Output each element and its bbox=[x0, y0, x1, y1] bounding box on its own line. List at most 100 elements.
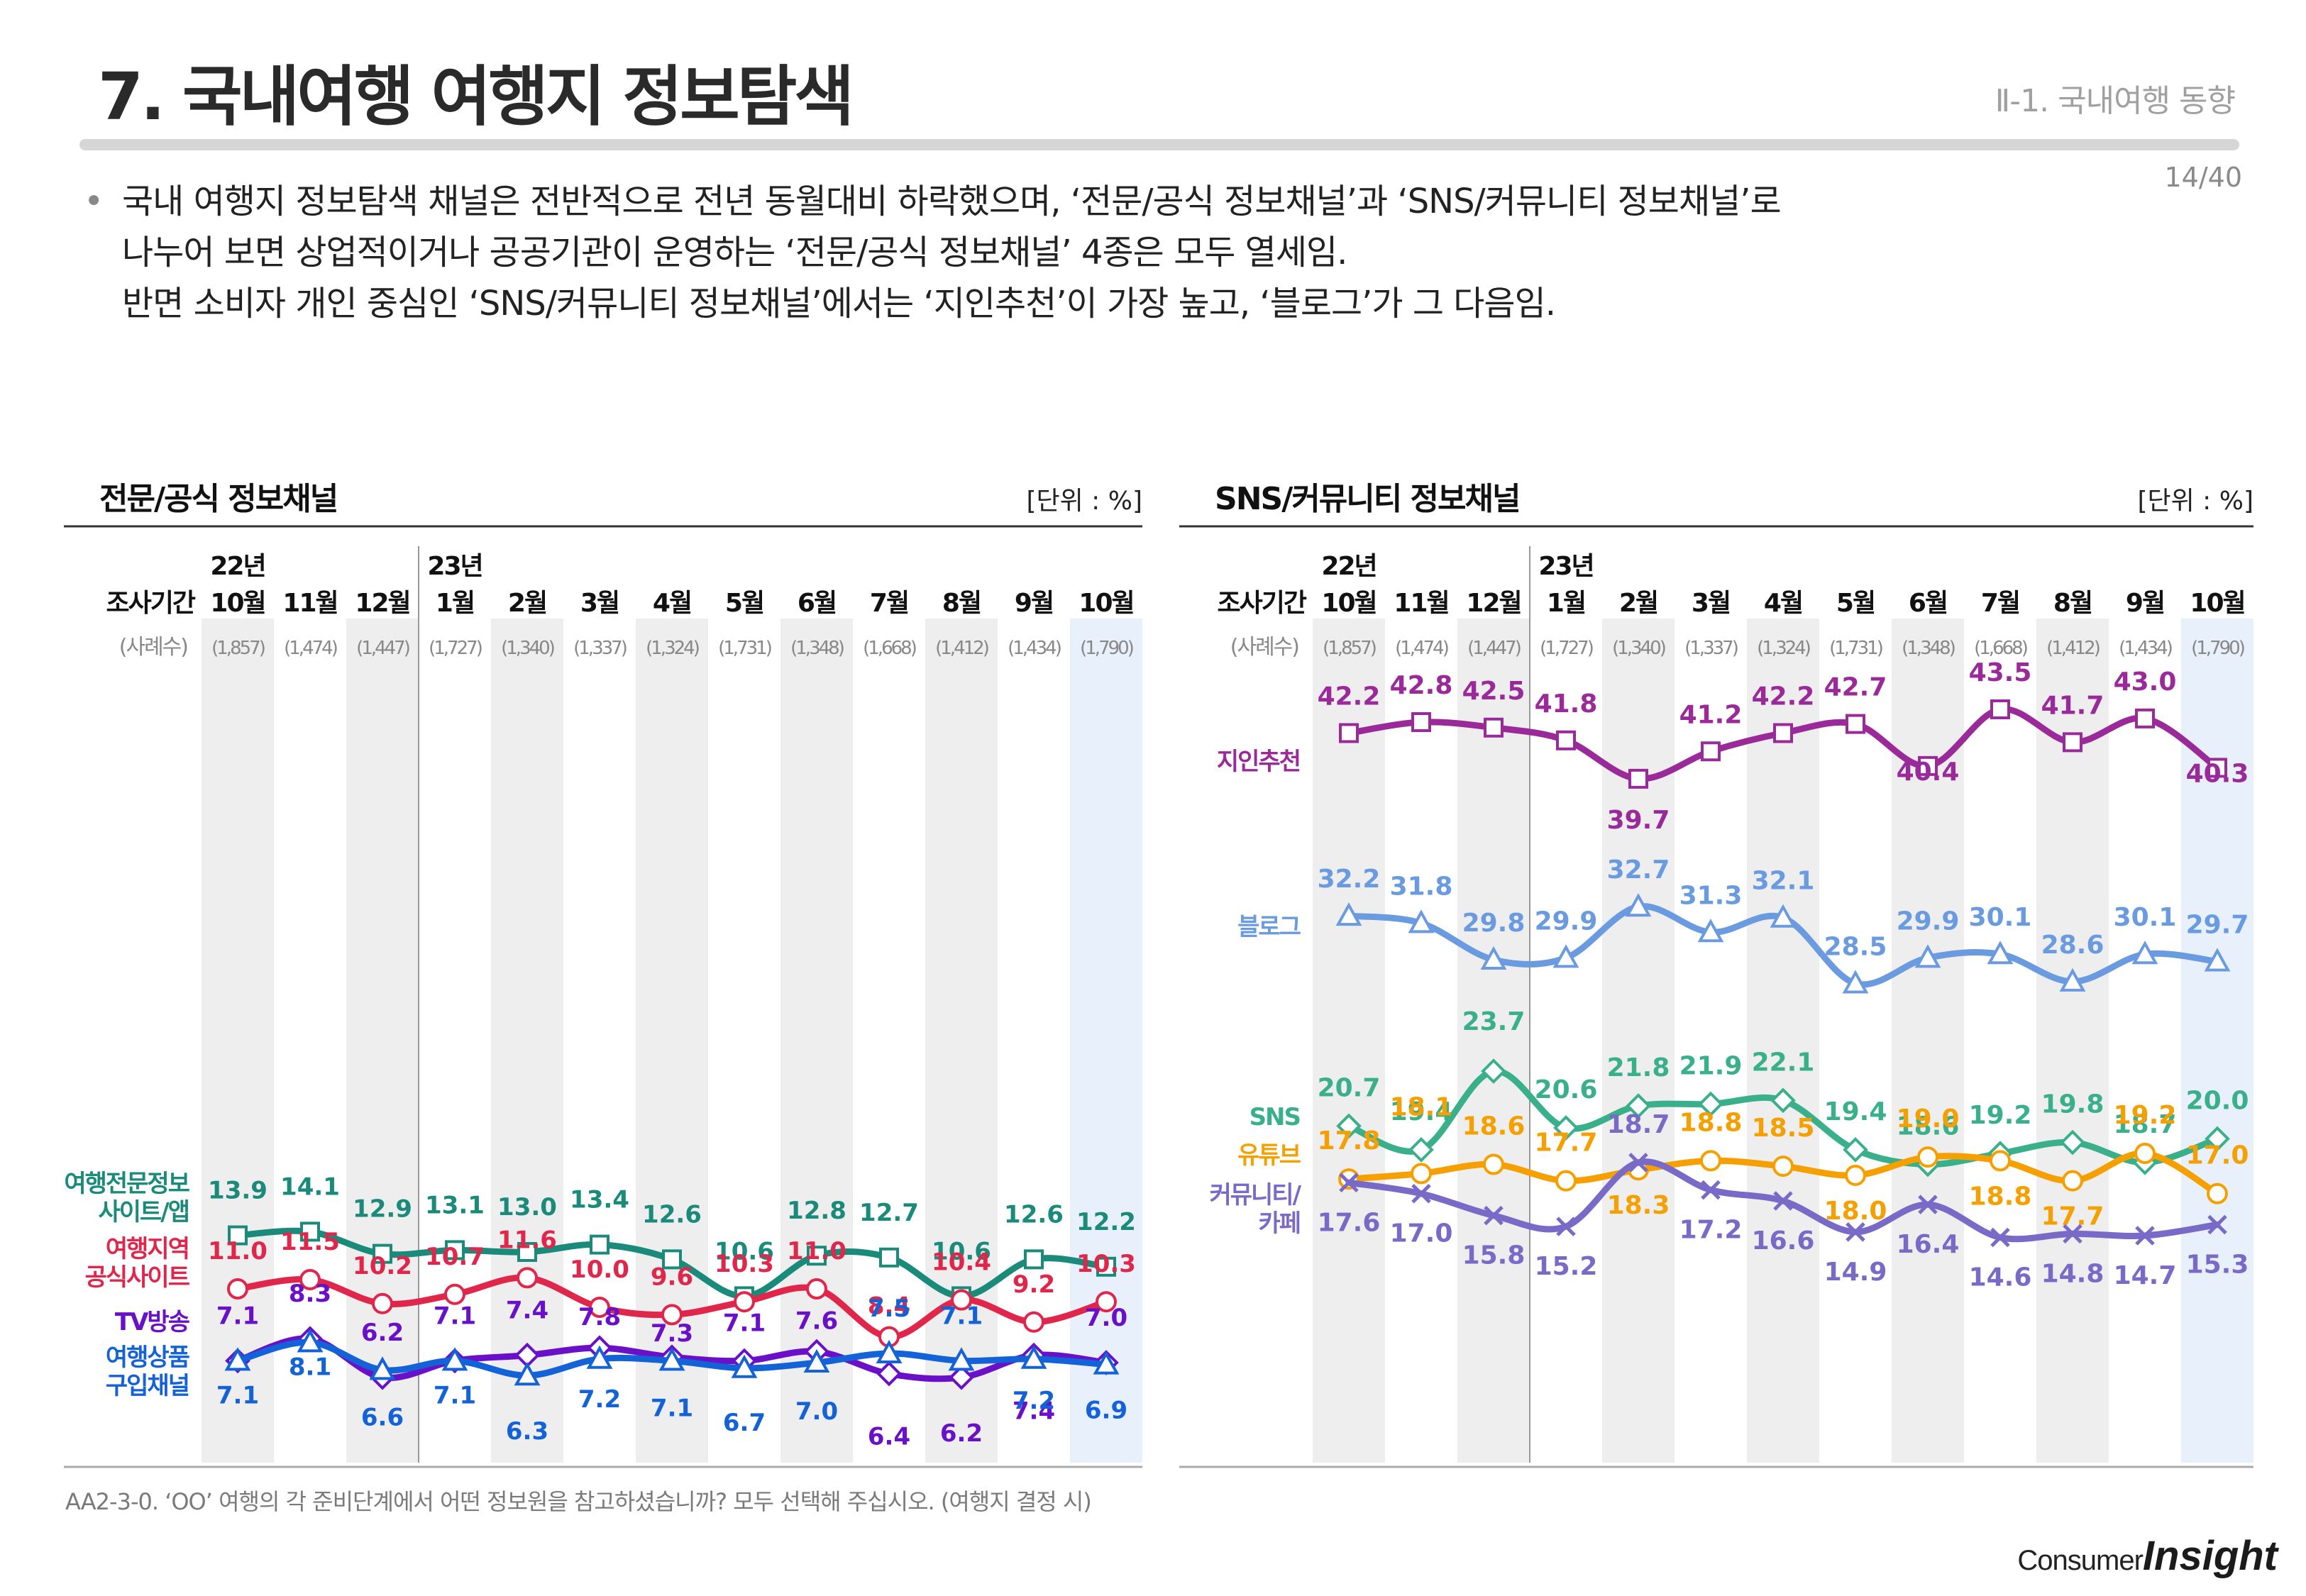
sample-size-value: (1,857) bbox=[1323, 638, 1376, 659]
sample-size-value: (1,337) bbox=[573, 638, 627, 659]
sample-size-value: (1,731) bbox=[718, 638, 771, 659]
data-label: 7.1 bbox=[216, 1302, 259, 1330]
data-label: 18.6 bbox=[1462, 1112, 1526, 1141]
data-label: 18.8 bbox=[1679, 1108, 1743, 1137]
data-label: 28.5 bbox=[1824, 932, 1887, 961]
data-point-marker bbox=[1480, 946, 1507, 970]
data-point-marker bbox=[299, 1269, 321, 1290]
data-point-marker bbox=[1773, 1191, 1793, 1211]
sample-size-value: (1,668) bbox=[863, 638, 916, 659]
data-point-marker bbox=[2207, 758, 2227, 778]
series-name-label: 지인추천 bbox=[1217, 748, 1300, 776]
sample-size-value: (1,340) bbox=[501, 638, 554, 659]
title-divider bbox=[79, 139, 2239, 150]
data-point-marker bbox=[1701, 1180, 1721, 1200]
month-tick-label: 8월 bbox=[2053, 589, 2092, 618]
data-label: 12.6 bbox=[1004, 1200, 1064, 1229]
series-name-label: 여행상품 bbox=[106, 1343, 190, 1372]
data-point-marker bbox=[2063, 732, 2082, 753]
data-point-marker bbox=[662, 1249, 682, 1270]
data-point-marker bbox=[1339, 1173, 1359, 1193]
data-label: 42.8 bbox=[1390, 671, 1453, 700]
data-point-marker bbox=[1096, 1291, 1117, 1313]
data-point-marker bbox=[1411, 1163, 1432, 1185]
month-tick-label: 10월 bbox=[210, 589, 265, 618]
data-point-marker bbox=[803, 1348, 830, 1373]
data-label: 7.2 bbox=[578, 1385, 621, 1414]
summary-text: • 국내 여행지 정보탐색 채널은 전반적으로 전년 동월대비 하락했으며, ‘… bbox=[84, 176, 2109, 329]
year-label-22: 22년 bbox=[1321, 552, 1376, 581]
data-label: 11.5 bbox=[280, 1228, 340, 1256]
data-label: 17.8 bbox=[1318, 1126, 1381, 1156]
data-label: 29.7 bbox=[2186, 911, 2249, 940]
data-label: 14.7 bbox=[2114, 1261, 2177, 1290]
data-point-marker bbox=[2063, 1224, 2082, 1244]
data-label: 31.8 bbox=[1390, 872, 1453, 901]
data-point-marker bbox=[1336, 1113, 1362, 1139]
data-label: 31.3 bbox=[1679, 881, 1743, 910]
data-label: 19.2 bbox=[2114, 1101, 2177, 1130]
data-point-marker bbox=[1914, 944, 1941, 968]
data-point-marker bbox=[1845, 1164, 1866, 1186]
month-tick-label: 4월 bbox=[653, 589, 691, 618]
data-label: 10.3 bbox=[1076, 1250, 1136, 1278]
sample-size-value: (1,474) bbox=[284, 638, 337, 659]
data-point-marker bbox=[589, 1297, 610, 1318]
sample-size-value: (1,668) bbox=[1974, 638, 2027, 659]
series-name-label: 유튜브 bbox=[1237, 1141, 1301, 1170]
data-label: 29.9 bbox=[1897, 907, 1960, 936]
data-point-marker bbox=[1697, 919, 1724, 943]
summary-line-2: 나누어 보면 상업적이거나 공공기관이 운영하는 ‘전문/공식 정보채널’ 4종… bbox=[122, 233, 1347, 272]
data-point-marker bbox=[586, 1345, 613, 1369]
data-point-marker bbox=[1990, 1227, 2010, 1248]
series-name-label: 블로그 bbox=[1237, 913, 1301, 941]
data-label: 8.3 bbox=[289, 1280, 331, 1308]
data-label: 13.9 bbox=[208, 1177, 267, 1205]
data-label: 12.9 bbox=[353, 1195, 412, 1224]
data-label: 10.7 bbox=[425, 1243, 485, 1271]
data-point-marker bbox=[1773, 723, 1793, 743]
data-point-marker bbox=[441, 1347, 468, 1371]
data-label: 9.2 bbox=[1013, 1270, 1055, 1299]
period-label: 조사기간 bbox=[1218, 589, 1307, 618]
data-point-marker bbox=[227, 1278, 248, 1299]
data-label: 7.1 bbox=[216, 1381, 259, 1409]
data-point-marker bbox=[879, 1247, 899, 1268]
data-point-marker bbox=[1842, 970, 1869, 994]
series-name-label: 공식사이트 bbox=[85, 1263, 190, 1292]
sample-size-value: (1,447) bbox=[1467, 638, 1521, 659]
chart-title: 전문/공식 정보채널 bbox=[99, 481, 337, 517]
data-label: 6.3 bbox=[506, 1417, 548, 1446]
section-label: Ⅱ-1. 국내여행 동향 bbox=[1995, 83, 2236, 119]
professional-channel-chart: 전문/공식 정보채널 [단위 : %] 조사기간 (사례수) 22년 23년 10월 (1,8… bbox=[64, 481, 1142, 1468]
column-band bbox=[491, 619, 563, 1463]
data-point-marker bbox=[2062, 1170, 2083, 1192]
data-label: 41.7 bbox=[2041, 691, 2104, 720]
data-label: 7.2 bbox=[1013, 1387, 1055, 1415]
data-point-marker bbox=[1628, 1153, 1648, 1173]
data-label: 7.5 bbox=[868, 1295, 910, 1323]
data-point-marker bbox=[1772, 1156, 1794, 1177]
data-label: 7.1 bbox=[723, 1309, 766, 1337]
data-label: 32.1 bbox=[1752, 867, 1815, 896]
column-band bbox=[1457, 619, 1530, 1463]
year-label-22: 22년 bbox=[210, 552, 265, 581]
data-label: 30.1 bbox=[2114, 903, 2177, 932]
data-point-marker bbox=[1918, 1195, 1938, 1214]
month-tick-label: 1월 bbox=[1547, 589, 1585, 618]
data-point-marker bbox=[876, 1339, 903, 1363]
data-label: 8.1 bbox=[289, 1353, 331, 1381]
month-tick-label: 9월 bbox=[1015, 589, 1053, 618]
data-point-marker bbox=[514, 1362, 541, 1386]
logo-insight-text: Insight bbox=[2142, 1533, 2278, 1579]
data-point-marker bbox=[2131, 941, 2158, 965]
sample-size-value: (1,790) bbox=[2191, 638, 2244, 659]
data-label: 29.8 bbox=[1462, 909, 1526, 938]
data-label: 14.9 bbox=[1824, 1258, 1887, 1287]
series-name-label: SNS bbox=[1249, 1103, 1300, 1131]
data-point-marker bbox=[1990, 699, 2010, 719]
data-label: 6.4 bbox=[868, 1423, 910, 1451]
sample-size-value: (1,474) bbox=[1395, 638, 1448, 659]
period-label: 조사기간 bbox=[106, 589, 196, 618]
month-tick-label: 10월 bbox=[1321, 589, 1376, 618]
